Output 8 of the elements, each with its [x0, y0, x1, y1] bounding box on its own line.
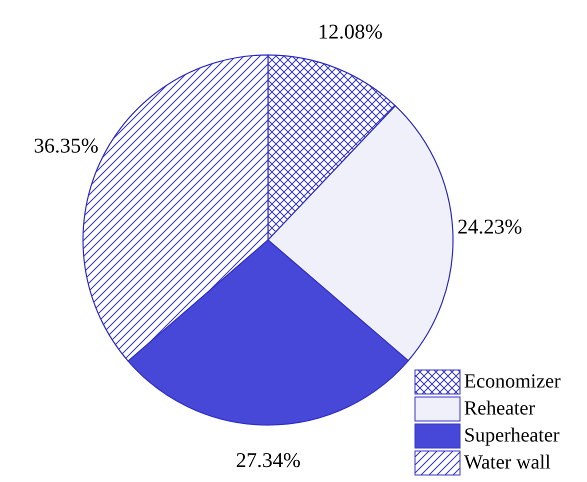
- legend-label: Water wall: [464, 452, 552, 474]
- legend-label: Economizer: [464, 370, 561, 393]
- data-label: 27.34%: [236, 448, 301, 472]
- legend-label: Superheater: [464, 424, 560, 447]
- data-label: 24.23%: [457, 214, 522, 239]
- data-label: 36.35%: [34, 134, 98, 158]
- legend-label: Reheater: [464, 398, 536, 420]
- data-label: 12.08%: [318, 20, 383, 44]
